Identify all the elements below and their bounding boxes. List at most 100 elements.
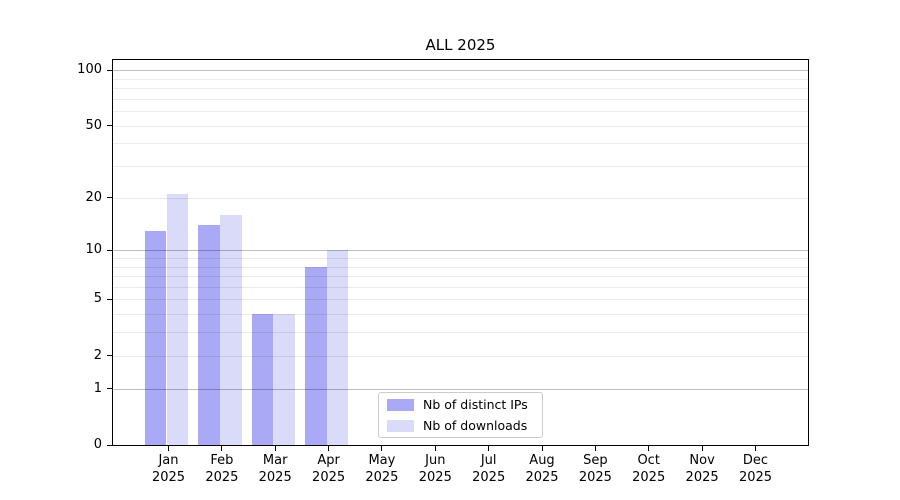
gridline-minor — [113, 266, 808, 268]
bar-nb-of-distinct-ips — [144, 230, 167, 445]
x-tick-label: Oct 2025 — [609, 452, 689, 486]
x-tick-label: May 2025 — [342, 452, 422, 486]
legend-item-downloads: Nb of downloads — [379, 417, 542, 435]
y-tick-label: 1 — [93, 380, 102, 396]
y-tick-mark — [107, 69, 112, 71]
gridline-minor — [113, 125, 808, 127]
y-tick-label: 5 — [93, 291, 102, 307]
y-tick-mark — [107, 197, 112, 199]
plot-area: Nb of distinct IPs Nb of downloads — [112, 59, 809, 446]
bar-nb-of-distinct-ips — [198, 225, 220, 445]
chart-title: ALL 2025 — [425, 36, 496, 54]
x-tick-year: 2025 — [312, 470, 346, 485]
x-tick-year: 2025 — [578, 470, 612, 485]
x-tick-month: May — [368, 453, 396, 468]
grid-layer — [113, 60, 808, 445]
y-tick-label: 100 — [77, 62, 102, 77]
y-tick-mark — [107, 388, 112, 390]
x-tick-month: Jan — [158, 453, 179, 468]
x-tick-mark — [274, 446, 276, 451]
y-tick-mark — [107, 125, 112, 126]
gridline-minor — [113, 314, 808, 316]
legend-item-distinct-ips: Nb of distinct IPs — [379, 396, 542, 414]
x-tick-label: Jan 2025 — [129, 452, 209, 486]
bar-nb-of-downloads — [326, 250, 349, 445]
gridline-minor — [113, 257, 808, 259]
x-tick-month: Nov — [689, 453, 715, 468]
gridline-major — [113, 70, 808, 71]
legend-label-downloads: Nb of downloads — [423, 418, 528, 433]
gridline-minor — [113, 111, 808, 112]
x-tick-label: Mar 2025 — [235, 452, 315, 486]
y-tick-mark — [107, 444, 112, 446]
x-tick-label: Dec 2025 — [716, 452, 796, 486]
x-tick-year: 2025 — [258, 470, 292, 485]
y-tick-label: 50 — [85, 117, 102, 133]
x-tick-month: Jul — [480, 453, 497, 468]
legend: Nb of distinct IPs Nb of downloads — [378, 392, 543, 438]
legend-label-distinct-ips: Nb of distinct IPs — [423, 397, 528, 412]
x-tick-year: 2025 — [151, 470, 186, 485]
gridline-minor — [113, 197, 808, 199]
x-tick-label: Feb 2025 — [182, 452, 262, 486]
gridline-minor — [113, 276, 808, 277]
x-tick-mark — [381, 446, 383, 451]
x-tick-month: Dec — [742, 453, 769, 468]
legend-swatch-distinct-ips-icon — [387, 398, 414, 411]
y-tick-mark — [107, 298, 112, 300]
y-tick-label: 20 — [85, 189, 102, 205]
gridline-minor — [113, 143, 808, 145]
x-tick-mark — [221, 446, 223, 451]
x-tick-month: Oct — [637, 453, 660, 468]
x-tick-label: Apr 2025 — [289, 452, 369, 486]
x-tick-label: Jul 2025 — [449, 452, 529, 486]
bar-nb-of-downloads — [219, 214, 242, 445]
x-tick-month: Feb — [210, 453, 234, 468]
gridline-major — [113, 388, 808, 390]
bars-layer — [113, 60, 808, 445]
x-tick-mark — [755, 446, 756, 451]
x-tick-mark — [594, 446, 596, 451]
x-tick-month: Jun — [425, 453, 446, 468]
x-tick-mark — [541, 446, 543, 451]
x-tick-year: 2025 — [685, 470, 719, 485]
legend-swatch-downloads-icon — [387, 419, 414, 432]
gridline-minor — [113, 98, 808, 100]
x-tick-mark — [328, 446, 330, 451]
gridline-minor — [113, 332, 808, 334]
gridline-minor — [113, 286, 808, 288]
x-tick-label: Aug 2025 — [502, 452, 582, 486]
gridline-major — [113, 250, 808, 252]
x-tick-mark — [701, 446, 703, 451]
y-tick-label: 0 — [93, 437, 102, 452]
x-tick-mark — [488, 446, 490, 451]
x-tick-year: 2025 — [205, 470, 239, 485]
bar-nb-of-distinct-ips — [304, 266, 327, 445]
x-tick-mark — [434, 446, 436, 451]
x-tick-year: 2025 — [472, 470, 506, 485]
x-tick-month: Sep — [583, 453, 608, 468]
x-tick-year: 2025 — [738, 470, 773, 485]
y-tick-label: 10 — [85, 242, 102, 258]
x-tick-label: Nov 2025 — [662, 452, 742, 486]
x-tick-mark — [648, 446, 650, 451]
gridline-minor — [113, 166, 808, 167]
gridline-minor — [113, 87, 808, 89]
x-tick-label: Jun 2025 — [395, 452, 475, 486]
bar-nb-of-downloads — [273, 314, 295, 445]
x-tick-year: 2025 — [418, 470, 452, 485]
x-tick-month: Mar — [262, 453, 288, 468]
y-tick-mark — [107, 355, 112, 357]
x-tick-mark — [168, 446, 169, 451]
x-tick-month: Aug — [529, 453, 555, 468]
bar-nb-of-distinct-ips — [251, 314, 274, 445]
gridline-minor — [113, 299, 808, 301]
gridline-minor — [113, 355, 808, 357]
x-tick-year: 2025 — [525, 470, 559, 485]
y-tick-label: 2 — [93, 347, 102, 363]
x-tick-month: Apr — [317, 453, 340, 468]
y-tick-mark — [107, 249, 112, 251]
x-tick-year: 2025 — [365, 470, 399, 485]
x-tick-label: Sep 2025 — [555, 452, 635, 486]
